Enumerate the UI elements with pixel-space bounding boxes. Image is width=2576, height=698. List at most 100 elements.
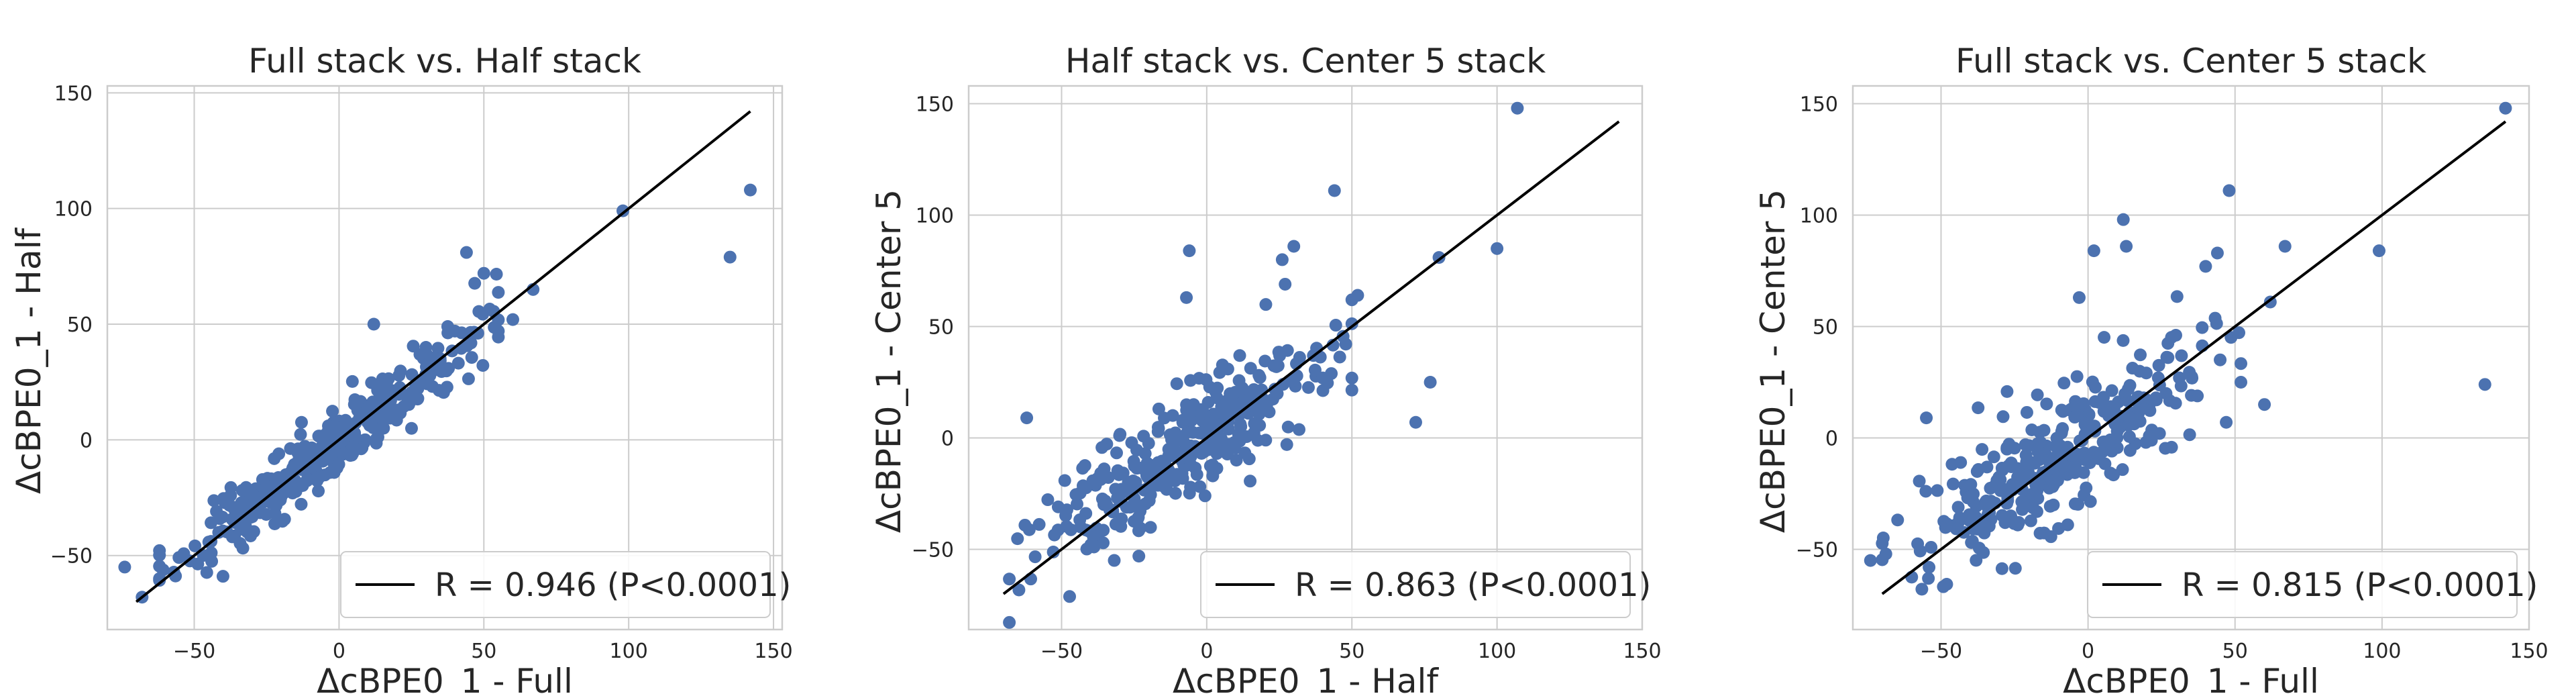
data-point [1109,517,1122,531]
data-point [1247,383,1260,396]
scatter-points [118,183,757,604]
data-point [1046,546,1060,559]
data-point [345,375,359,388]
data-point [291,446,305,460]
legend-label: R = 0.946 (P<0.0001) [435,566,791,604]
data-point [156,563,170,577]
data-point [2052,521,2065,535]
data-point [1251,434,1265,447]
data-point [118,560,131,574]
data-point [2278,240,2292,253]
data-point [723,250,737,264]
data-point [294,497,308,511]
data-point [2098,457,2112,470]
data-point [2070,370,2084,383]
data-point [2031,437,2044,450]
data-point [1144,488,1157,501]
data-point [235,496,248,509]
data-point [2372,244,2385,258]
x-tick-label: 50 [471,640,496,663]
data-point [1213,366,1226,379]
data-point [448,324,462,338]
data-point [477,266,490,280]
fit-line [1002,120,1620,595]
data-point [1995,562,2008,575]
legend: R = 0.863 (P<0.0001) [1200,551,1651,618]
data-point [153,548,166,562]
data-point [1972,401,1985,415]
x-tick-label: 0 [2082,640,2094,663]
data-point [1120,501,1133,514]
data-point [322,419,335,432]
data-point [419,340,433,354]
data-point [383,395,396,409]
data-point [1937,580,1950,593]
data-point [1961,491,1974,505]
data-point [2185,389,2198,402]
panel-2: Half stack vs. Center 5 stack ΔcBPE0_1 -… [869,42,1662,698]
y-tick-label: −50 [1796,538,1838,562]
y-tick-label: 150 [916,93,954,117]
x-tick-label: 100 [1478,640,1516,663]
data-point [2049,473,2063,487]
data-point [1003,615,1016,629]
data-point [2008,515,2021,529]
data-point [1911,537,1925,550]
data-point [1048,528,1061,542]
data-point [365,376,378,389]
data-point [2118,387,2132,401]
data-point [1063,590,1076,603]
data-point [2000,385,2014,398]
data-point [1209,385,1222,398]
data-point [1185,414,1198,428]
data-point [1253,419,1267,432]
data-point [294,415,308,429]
data-point [2210,246,2224,260]
data-point [191,557,205,570]
data-point [2069,459,2082,472]
data-point [1308,363,1322,377]
x-tick-label: −50 [1920,640,1962,663]
data-point [2025,423,2039,437]
data-point [2087,244,2100,258]
data-point [2143,404,2157,417]
data-point [1126,474,1140,487]
data-point [2120,240,2133,253]
data-point [2027,501,2040,515]
data-point [1116,466,1130,480]
data-point [1003,572,1016,586]
data-point [2043,499,2057,513]
data-point [205,546,218,560]
y-tick-label: 150 [54,82,93,105]
data-point [270,499,283,512]
data-point [1212,418,1226,432]
data-point [2122,419,2135,432]
data-point [286,461,299,475]
data-point [2073,434,2086,448]
data-point [1949,522,1963,536]
data-point [1954,456,1968,469]
data-point [1281,420,1295,434]
fit-line [1881,120,2507,595]
data-point [1491,242,1504,255]
data-point [1279,277,1292,291]
data-point [1095,441,1109,454]
data-point [435,365,448,379]
x-tick-label: 0 [1200,640,1213,663]
data-point [2134,348,2147,362]
data-point [1328,184,1341,197]
plot-frame [106,85,784,631]
panel-1: Full stack vs. Half stack ΔcBPE0_1 - Ful… [9,42,793,698]
panel-1-plot-area: −50 0 50 100 150 −50 0 50 100 150 R = 0.946 (P<0.0… [50,82,793,663]
data-point [1032,517,1046,531]
data-point [1217,403,1230,416]
data-point [301,472,314,486]
legend: R = 0.815 (P<0.0001) [2087,551,2538,618]
data-point [1159,473,1172,487]
data-point [2086,375,2099,389]
data-point [236,542,250,555]
legend-box [2087,551,2518,618]
data-point [2123,430,2136,444]
data-point [2098,435,2111,448]
data-point [2152,358,2165,372]
